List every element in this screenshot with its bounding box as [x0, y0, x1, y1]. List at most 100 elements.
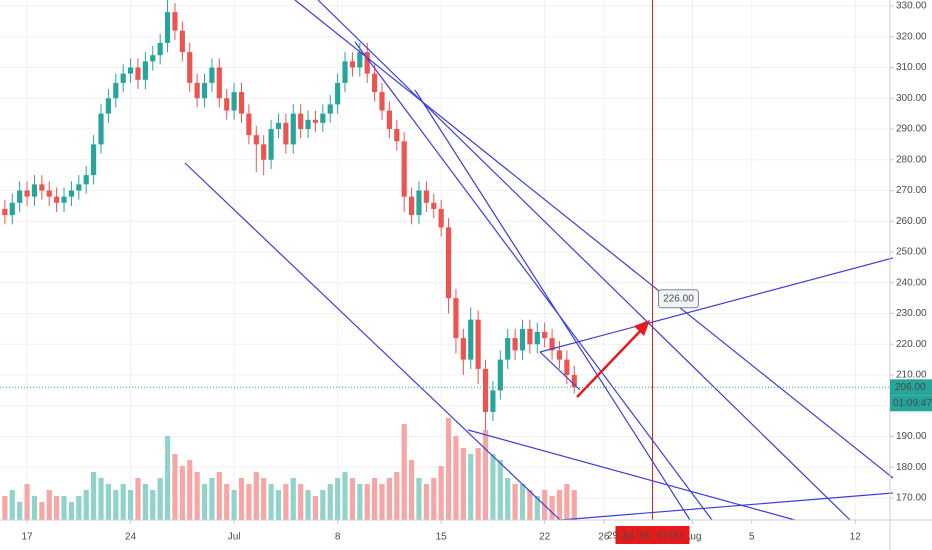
candle-body: [505, 338, 511, 360]
x-tick-label: 17: [22, 532, 34, 543]
candle-body: [201, 82, 208, 99]
y-tick-label: 320.00: [896, 31, 927, 42]
x-tick-label: 22: [539, 532, 551, 543]
volume-bar: [224, 484, 230, 520]
x-tick-label: Jul: [228, 532, 241, 543]
volume-pane: [2, 418, 577, 520]
candle-body: [187, 52, 193, 83]
cursor-badge: [615, 526, 690, 544]
candle-body: [98, 113, 104, 145]
candle-body: [194, 82, 200, 99]
candle-body: [179, 30, 185, 53]
trendline: [559, 492, 894, 521]
candle-body: [379, 92, 385, 111]
x-tick-label: 24: [125, 532, 137, 543]
volume-bar: [453, 436, 459, 520]
candle-body: [534, 331, 540, 345]
target-label: 226.00: [663, 293, 694, 304]
volume-bar: [164, 436, 171, 520]
candle-body: [327, 104, 333, 114]
candle-body: [238, 92, 245, 114]
volume-bar: [357, 484, 363, 520]
candle-body: [556, 350, 563, 360]
candle-body: [357, 52, 363, 68]
y-tick-label: 260.00: [896, 216, 927, 227]
volume-bar: [61, 496, 67, 520]
candle-body: [76, 184, 82, 191]
volume-bar: [519, 484, 526, 520]
last-price-label: 206.00: [895, 382, 926, 393]
volume-bar: [512, 484, 518, 520]
volume-bar: [556, 490, 563, 520]
candle-body: [549, 338, 555, 351]
candle-body: [120, 73, 126, 83]
volume-bar: [194, 472, 200, 520]
candle-body: [372, 73, 378, 93]
volume-bar: [364, 484, 370, 520]
trendline: [414, 89, 691, 521]
x-tick-label: 26: [598, 532, 610, 543]
candle-body: [39, 184, 45, 191]
volume-bar: [261, 478, 267, 520]
volume-bar: [335, 478, 341, 520]
volume-bar: [150, 490, 156, 520]
arrow-head: [634, 320, 650, 336]
y-tick-label: 240.00: [896, 277, 927, 288]
candle-body: [54, 196, 60, 203]
candle-body: [305, 119, 311, 130]
candle-body: [91, 144, 97, 176]
volume-bar: [416, 478, 422, 520]
volume-bar: [127, 490, 134, 520]
x-tick-label: Aug: [684, 532, 702, 543]
candle-body: [268, 129, 274, 160]
candle-body: [231, 92, 237, 111]
candle-body: [564, 359, 570, 376]
volume-bar: [9, 490, 15, 520]
volume-bar: [564, 484, 570, 520]
candle-body: [342, 61, 348, 83]
candle-body: [497, 359, 503, 391]
countdown-label: 01:09:47: [893, 398, 932, 409]
volume-bar: [549, 496, 555, 520]
candle-body: [519, 328, 526, 351]
candle-body: [468, 319, 474, 360]
target-badge: [657, 289, 699, 309]
candle-body: [261, 144, 267, 160]
candle-body: [275, 122, 282, 130]
candle-body: [490, 390, 496, 412]
volume-bar: [379, 484, 385, 520]
volume-bar: [401, 424, 407, 520]
volume-bar: [31, 496, 38, 520]
volume-bar: [312, 496, 319, 520]
y-tick-label: 210.00: [896, 370, 927, 381]
candle-body: [224, 98, 230, 111]
last-price-badge: [890, 379, 932, 396]
countdown-badge: [890, 395, 932, 412]
candles: [2, 0, 577, 431]
volume-bar: [438, 466, 444, 520]
volume-bar: [571, 490, 577, 520]
volume-bar: [305, 490, 311, 520]
volume-bar: [157, 478, 163, 520]
volume-bar: [298, 484, 304, 520]
candle-body: [482, 368, 489, 412]
candle-body: [283, 122, 289, 145]
volume-bar: [372, 478, 378, 520]
candle-body: [335, 82, 341, 105]
volume-bar: [482, 430, 489, 520]
volume-bar: [423, 484, 429, 520]
candle-body: [453, 298, 459, 339]
x-tick-label: 15: [436, 532, 448, 543]
volume-bar: [275, 490, 282, 520]
y-tick-label: 230.00: [896, 308, 927, 319]
volume-bar: [290, 478, 296, 520]
candle-body: [445, 227, 452, 299]
volume-bar: [460, 448, 466, 520]
y-tick-label: 300.00: [896, 93, 927, 104]
volume-bar: [216, 472, 222, 520]
candle-body: [571, 375, 577, 388]
volume-bar: [17, 502, 23, 520]
overlay: 226.00: [0, 0, 890, 520]
y-tick-label: 270.00: [896, 185, 927, 196]
